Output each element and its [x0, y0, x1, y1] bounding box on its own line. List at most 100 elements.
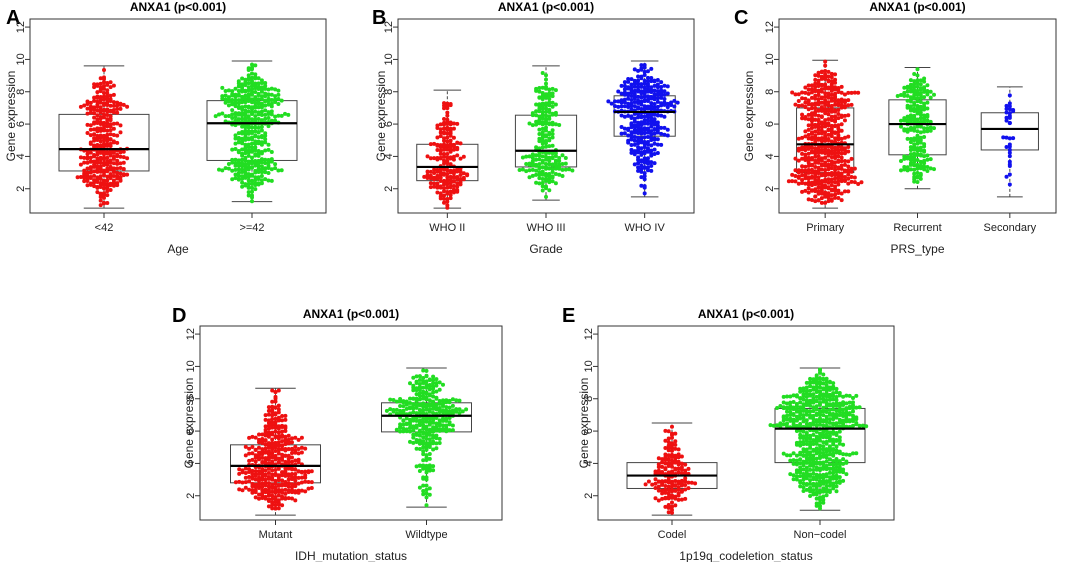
data-point — [253, 435, 258, 440]
data-point — [813, 194, 818, 199]
data-point — [788, 413, 793, 418]
data-point — [111, 126, 116, 131]
data-point — [808, 457, 813, 462]
data-point — [256, 170, 261, 175]
data-point — [290, 447, 294, 452]
data-point — [236, 177, 241, 182]
data-point — [293, 478, 298, 483]
data-point — [642, 114, 647, 119]
data-point — [290, 496, 294, 501]
data-point — [1007, 182, 1012, 187]
data-point — [458, 169, 463, 174]
data-point — [837, 420, 842, 425]
data-point — [827, 483, 832, 488]
data-point — [821, 466, 826, 471]
data-point — [442, 117, 447, 122]
data-point — [273, 506, 278, 511]
y-tick-label: 4 — [764, 153, 776, 159]
data-point — [280, 429, 285, 434]
data-point — [455, 147, 460, 152]
data-point — [804, 412, 809, 417]
data-point — [544, 106, 548, 111]
data-point — [649, 129, 654, 134]
data-point — [98, 135, 103, 140]
data-point — [915, 96, 920, 101]
data-point — [88, 182, 93, 187]
data-point — [676, 447, 681, 452]
data-point — [111, 173, 116, 178]
data-point — [250, 125, 254, 130]
data-point — [92, 164, 97, 169]
data-point — [125, 172, 130, 177]
data-point — [834, 476, 839, 481]
data-point — [606, 99, 611, 104]
data-point — [806, 102, 811, 107]
data-point — [673, 503, 678, 508]
data-point — [424, 470, 429, 475]
data-point — [809, 90, 814, 95]
data-point — [683, 471, 688, 476]
data-point — [824, 414, 829, 419]
data-point — [793, 179, 798, 184]
data-point — [530, 155, 535, 160]
data-point — [85, 156, 90, 161]
data-point — [918, 107, 923, 112]
data-point — [642, 78, 647, 83]
data-point — [540, 138, 545, 143]
data-point — [642, 99, 647, 104]
data-point — [273, 118, 278, 123]
data-point — [438, 130, 443, 135]
data-point — [256, 135, 261, 140]
data-point — [233, 111, 238, 116]
data-point — [408, 439, 412, 444]
data-point — [846, 113, 851, 118]
data-point — [253, 183, 258, 188]
data-point — [908, 152, 913, 157]
data-point — [639, 152, 644, 157]
x-axis-label: PRS_type — [890, 242, 944, 256]
data-point — [98, 160, 103, 165]
data-point — [839, 84, 844, 89]
data-point — [273, 114, 278, 119]
data-point — [619, 131, 624, 136]
data-point — [844, 401, 849, 406]
data-point — [424, 483, 429, 488]
data-point — [670, 470, 674, 475]
data-point — [785, 413, 789, 418]
data-point — [800, 151, 805, 156]
data-point — [276, 493, 281, 498]
data-point — [233, 167, 238, 172]
data-point — [659, 103, 664, 108]
data-point — [814, 436, 819, 441]
data-point — [450, 403, 455, 408]
data-point — [798, 443, 803, 448]
data-point — [253, 485, 258, 490]
data-point — [563, 155, 568, 160]
data-point — [269, 109, 274, 114]
data-point — [266, 493, 271, 498]
data-point — [250, 476, 255, 481]
data-point — [247, 475, 252, 480]
data-point — [240, 124, 245, 129]
data-point — [816, 150, 821, 155]
data-point — [849, 179, 854, 184]
data-point — [846, 145, 851, 150]
data-point — [902, 90, 907, 95]
data-point — [286, 447, 291, 452]
data-point — [550, 94, 555, 99]
data-point — [639, 91, 644, 96]
data-point — [803, 173, 808, 178]
data-point — [283, 479, 288, 484]
data-point — [247, 469, 252, 474]
data-point — [236, 174, 241, 179]
data-point — [253, 141, 258, 146]
data-point — [841, 400, 846, 405]
data-point — [537, 139, 542, 144]
data-point — [670, 448, 674, 453]
data-point — [670, 464, 674, 469]
data-point — [240, 107, 245, 112]
data-point — [530, 173, 535, 178]
data-point — [444, 429, 449, 434]
data-point — [834, 480, 839, 485]
data-point — [276, 502, 281, 507]
